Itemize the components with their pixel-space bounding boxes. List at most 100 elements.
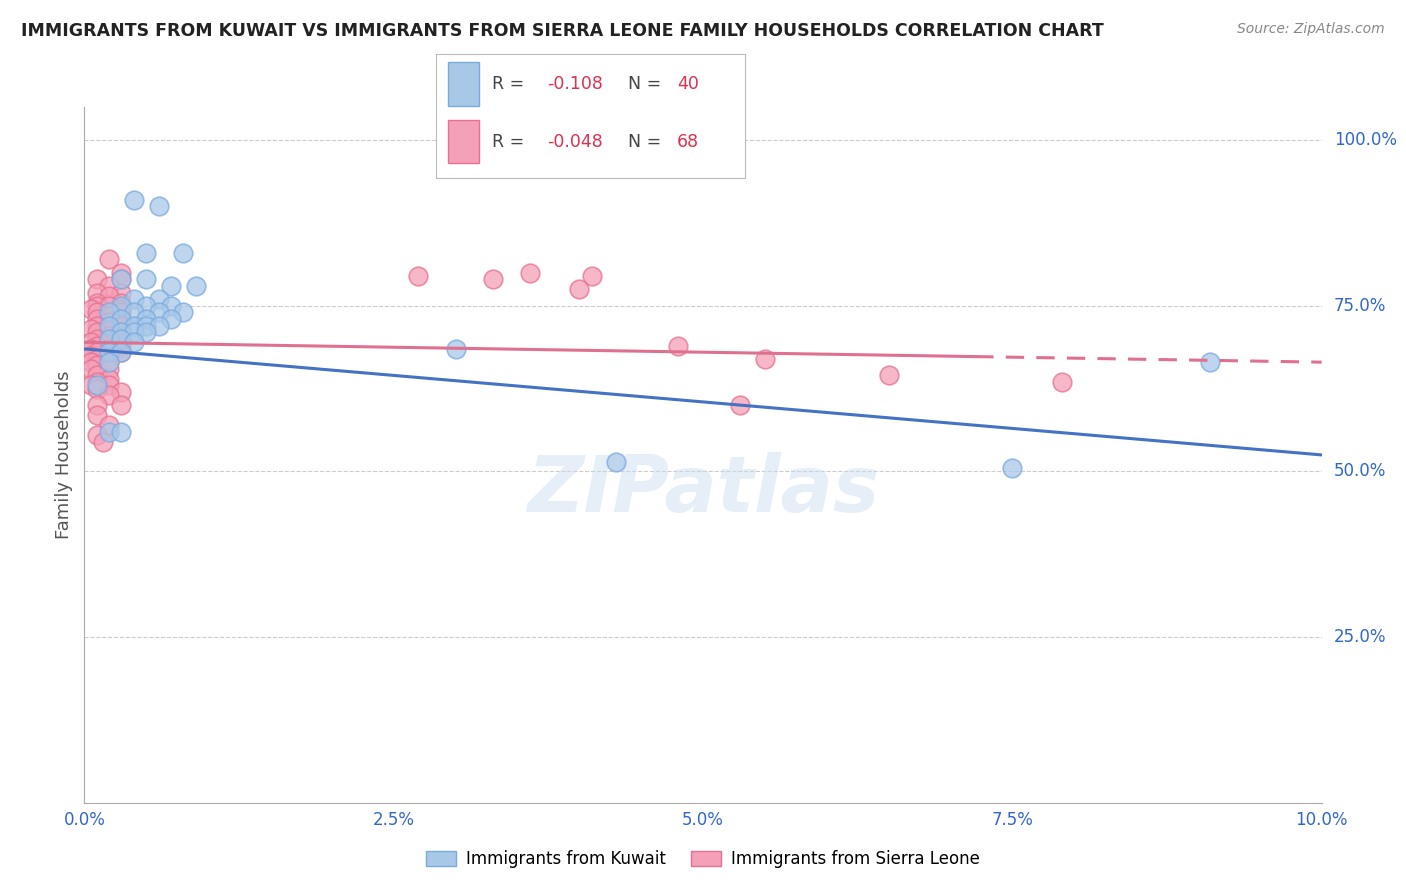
Point (110, 302, 132, 317)
Point (86, 285, 108, 300)
Point (877, 368, 900, 383)
Point (122, 305, 145, 319)
Point (86, 326, 108, 340)
Point (122, 335, 145, 350)
Point (1001, 461, 1024, 475)
Text: 68: 68 (678, 133, 699, 151)
Point (110, 384, 132, 399)
Point (86, 345, 108, 359)
Point (79, 355, 101, 369)
Point (184, 279, 207, 293)
Point (79, 361, 101, 376)
Point (86, 359, 108, 373)
Point (86, 338, 108, 352)
Text: 40: 40 (678, 75, 699, 93)
Point (160, 279, 183, 293)
Point (79, 335, 101, 350)
Point (98, 299, 121, 313)
Point (98, 355, 121, 369)
Point (98, 289, 121, 303)
Point (135, 326, 157, 340)
Point (98, 345, 121, 359)
Point (135, 312, 157, 326)
Point (86, 382, 108, 396)
Point (160, 312, 183, 326)
Point (148, 305, 170, 319)
Point (754, 351, 776, 366)
Point (86, 305, 108, 319)
Point (110, 266, 132, 280)
Point (86, 408, 108, 422)
Bar (449, 62, 479, 106)
Point (728, 398, 751, 412)
Point (110, 272, 132, 286)
Point (122, 318, 145, 333)
Point (135, 272, 157, 286)
Point (98, 318, 121, 333)
Point (98, 378, 121, 392)
Text: ZIPatlas: ZIPatlas (527, 451, 879, 528)
Point (86, 428, 108, 442)
Point (86, 375, 108, 389)
Point (98, 328, 121, 343)
Point (110, 272, 132, 286)
Text: Source: ZipAtlas.com: Source: ZipAtlas.com (1237, 22, 1385, 37)
Point (98, 309, 121, 323)
Point (98, 388, 121, 402)
Point (98, 252, 121, 267)
Text: 25.0%: 25.0% (1334, 628, 1386, 646)
Point (110, 299, 132, 313)
Text: R =: R = (492, 75, 524, 93)
Point (91, 434, 114, 449)
Point (568, 282, 591, 296)
Point (1050, 375, 1073, 389)
Text: N =: N = (627, 75, 661, 93)
Point (86, 332, 108, 346)
Point (135, 299, 157, 313)
Point (98, 355, 121, 369)
Point (98, 418, 121, 433)
Point (110, 312, 132, 326)
Point (79, 342, 101, 356)
Text: N =: N = (627, 133, 661, 151)
Y-axis label: Family Households: Family Households (55, 371, 73, 539)
Point (148, 199, 170, 213)
Text: R =: R = (492, 133, 524, 151)
Point (86, 295, 108, 310)
Point (110, 345, 132, 359)
Text: 50.0%: 50.0% (1334, 462, 1386, 481)
Point (110, 332, 132, 346)
Point (605, 454, 627, 468)
Point (110, 326, 132, 340)
Point (110, 312, 132, 326)
Point (79, 349, 101, 363)
Point (666, 338, 689, 352)
Point (110, 345, 132, 359)
Point (86, 312, 108, 326)
Text: 75.0%: 75.0% (1334, 297, 1386, 315)
Point (148, 292, 170, 306)
Point (110, 285, 132, 300)
Point (581, 268, 603, 283)
Point (481, 272, 503, 286)
Point (110, 318, 132, 333)
Point (172, 305, 194, 319)
Point (86, 299, 108, 313)
Point (408, 268, 430, 283)
Text: 100.0%: 100.0% (1334, 131, 1398, 149)
Bar (449, 120, 479, 163)
Point (135, 245, 157, 260)
Point (122, 193, 145, 207)
Point (86, 378, 108, 392)
Point (172, 245, 194, 260)
Point (98, 342, 121, 356)
Point (86, 398, 108, 412)
Point (110, 305, 132, 319)
Point (86, 368, 108, 383)
Point (86, 318, 108, 333)
Point (98, 349, 121, 363)
Point (98, 332, 121, 346)
Point (86, 351, 108, 366)
Point (1199, 355, 1222, 369)
Text: -0.108: -0.108 (547, 75, 603, 93)
